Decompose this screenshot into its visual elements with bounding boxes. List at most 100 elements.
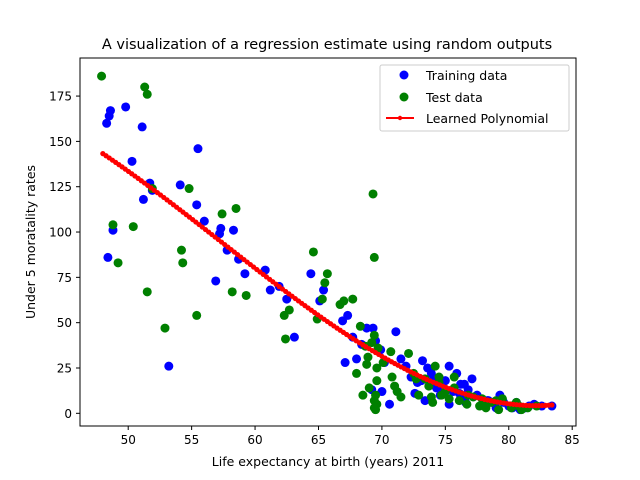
test-point (140, 82, 150, 92)
test-point (142, 89, 152, 99)
test-point (428, 397, 438, 407)
test-point (176, 245, 186, 255)
test-point (113, 258, 123, 268)
training-point (467, 374, 477, 384)
y-tick-label: 150 (49, 135, 72, 149)
test-point (352, 368, 362, 378)
legend-marker-test (399, 92, 409, 102)
x-tick-label: 80 (501, 433, 516, 447)
test-point (178, 258, 188, 268)
training-point (340, 358, 350, 368)
x-axis: 50 55 60 65 70 75 80 85 (121, 426, 580, 447)
test-point (369, 330, 379, 340)
y-tick-label: 100 (49, 226, 72, 240)
test-point (355, 321, 365, 331)
training-point (426, 368, 436, 378)
test-point (364, 383, 374, 393)
test-point (320, 278, 330, 288)
test-point (308, 247, 318, 257)
test-point (369, 396, 379, 406)
training-point (121, 102, 131, 112)
training-point (199, 216, 209, 226)
training-point (193, 144, 203, 154)
test-point (108, 220, 118, 230)
test-point (160, 323, 170, 333)
test-point (192, 310, 202, 320)
test-point (363, 352, 373, 362)
y-tick-label: 175 (49, 90, 72, 104)
y-tick-label: 50 (57, 316, 72, 330)
test-point (281, 334, 291, 344)
training-point (418, 356, 428, 366)
x-tick-label: 50 (121, 433, 136, 447)
y-axis-label: Under 5 moratality rates (23, 165, 38, 319)
training-point (102, 118, 112, 128)
test-point (371, 405, 381, 415)
test-point (372, 363, 382, 373)
training-point (265, 285, 275, 295)
training-point (138, 194, 148, 204)
training-point (137, 122, 147, 132)
test-point (322, 269, 332, 279)
x-axis-label: Life expectancy at birth (years) 2011 (212, 454, 444, 469)
training-point (164, 361, 174, 371)
x-tick-label: 55 (184, 433, 199, 447)
test-point (478, 399, 488, 409)
test-point (284, 305, 294, 315)
learned-polynomial-series (100, 151, 555, 409)
x-tick-label: 70 (374, 433, 389, 447)
training-point (240, 269, 250, 279)
test-point (227, 287, 237, 297)
series-layer (97, 71, 557, 415)
test-point (184, 184, 194, 194)
training-point (105, 106, 115, 116)
x-tick-label: 65 (311, 433, 326, 447)
x-tick-label: 85 (565, 433, 580, 447)
test-point (358, 390, 368, 400)
y-tick-label: 0 (64, 407, 72, 421)
legend-box (379, 64, 570, 132)
x-tick-label: 60 (247, 433, 262, 447)
training-point (175, 180, 185, 190)
test-point (348, 294, 358, 304)
legend-marker-polynomial (397, 115, 403, 121)
test-point (217, 209, 227, 219)
test-point (386, 347, 396, 357)
test-point (404, 348, 414, 358)
training-point (396, 354, 406, 364)
training-point (228, 225, 238, 235)
training-point (103, 252, 113, 262)
training-point (192, 200, 202, 210)
test-point (444, 394, 454, 404)
training-point (391, 327, 401, 337)
training-point (319, 285, 329, 295)
test-point (372, 376, 382, 386)
test-point (362, 359, 372, 369)
test-point (454, 396, 464, 406)
test-point (424, 381, 434, 391)
test-point (367, 338, 377, 348)
test-point (387, 372, 397, 382)
polynomial-point (549, 402, 555, 408)
legend-label-test: Test data (425, 90, 483, 105)
training-point (289, 332, 299, 342)
legend-label-training: Training data (425, 68, 507, 83)
y-tick-label: 75 (57, 271, 72, 285)
y-axis: 0 25 50 75 100 125 150 175 (49, 90, 80, 421)
test-point (369, 252, 379, 262)
test-point (494, 405, 504, 415)
y-tick-label: 125 (49, 180, 72, 194)
test-point (430, 361, 440, 371)
training-point (368, 323, 378, 333)
test-point (231, 203, 241, 213)
test-point (462, 399, 472, 409)
training-point (343, 310, 353, 320)
plot-area (79, 57, 577, 427)
training-point (385, 399, 395, 409)
y-tick-label: 25 (57, 361, 72, 375)
training-point (216, 223, 226, 233)
legend: Training data Test data Learned Polynomi… (379, 64, 570, 132)
test-point (142, 287, 152, 297)
test-point (97, 71, 107, 81)
x-tick-label: 75 (438, 433, 453, 447)
